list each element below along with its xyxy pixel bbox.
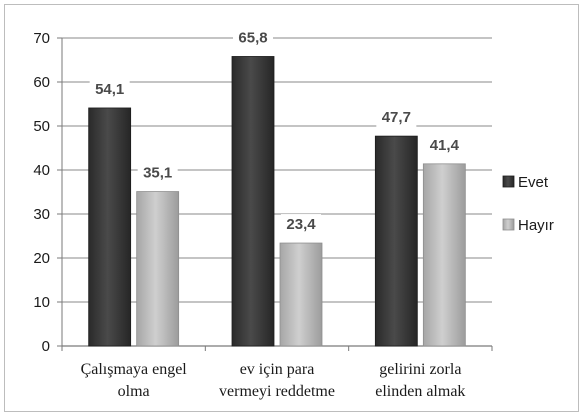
legend: Evet Hayır	[503, 174, 554, 234]
bar-hayır-2	[423, 164, 465, 346]
legend-label: Evet	[518, 174, 549, 191]
legend-swatch-hayır	[503, 219, 514, 230]
category-label: ev için para vermeyi reddetme	[219, 361, 335, 400]
y-tick-label: 40	[33, 162, 50, 179]
data-label: 23,4	[286, 216, 316, 233]
data-label: 47,7	[382, 109, 411, 126]
bars	[89, 56, 466, 346]
y-tick-label: 20	[33, 250, 50, 267]
y-tick-label: 30	[33, 206, 50, 223]
data-label: 41,4	[430, 137, 460, 154]
legend-label: Hayır	[518, 217, 554, 234]
bar-hayır-0	[137, 192, 179, 346]
bar-evet-1	[232, 56, 274, 346]
data-label: 35,1	[143, 165, 172, 182]
category-label: Çalışmaya engel olma	[81, 361, 188, 400]
bar-evet-2	[375, 136, 417, 346]
legend-swatch-evet	[503, 176, 514, 187]
data-label: 65,8	[238, 29, 267, 46]
y-tick-label: 0	[42, 338, 50, 355]
category-label: gelirini zorla elinden almak	[375, 361, 465, 400]
bar-evet-0	[89, 108, 131, 346]
y-tick-label: 60	[33, 74, 50, 91]
data-label: 54,1	[95, 81, 124, 98]
y-tick-label: 70	[33, 30, 50, 47]
bar-hayır-1	[280, 243, 322, 346]
y-tick-label: 10	[33, 294, 50, 311]
y-tick-label: 50	[33, 118, 50, 135]
